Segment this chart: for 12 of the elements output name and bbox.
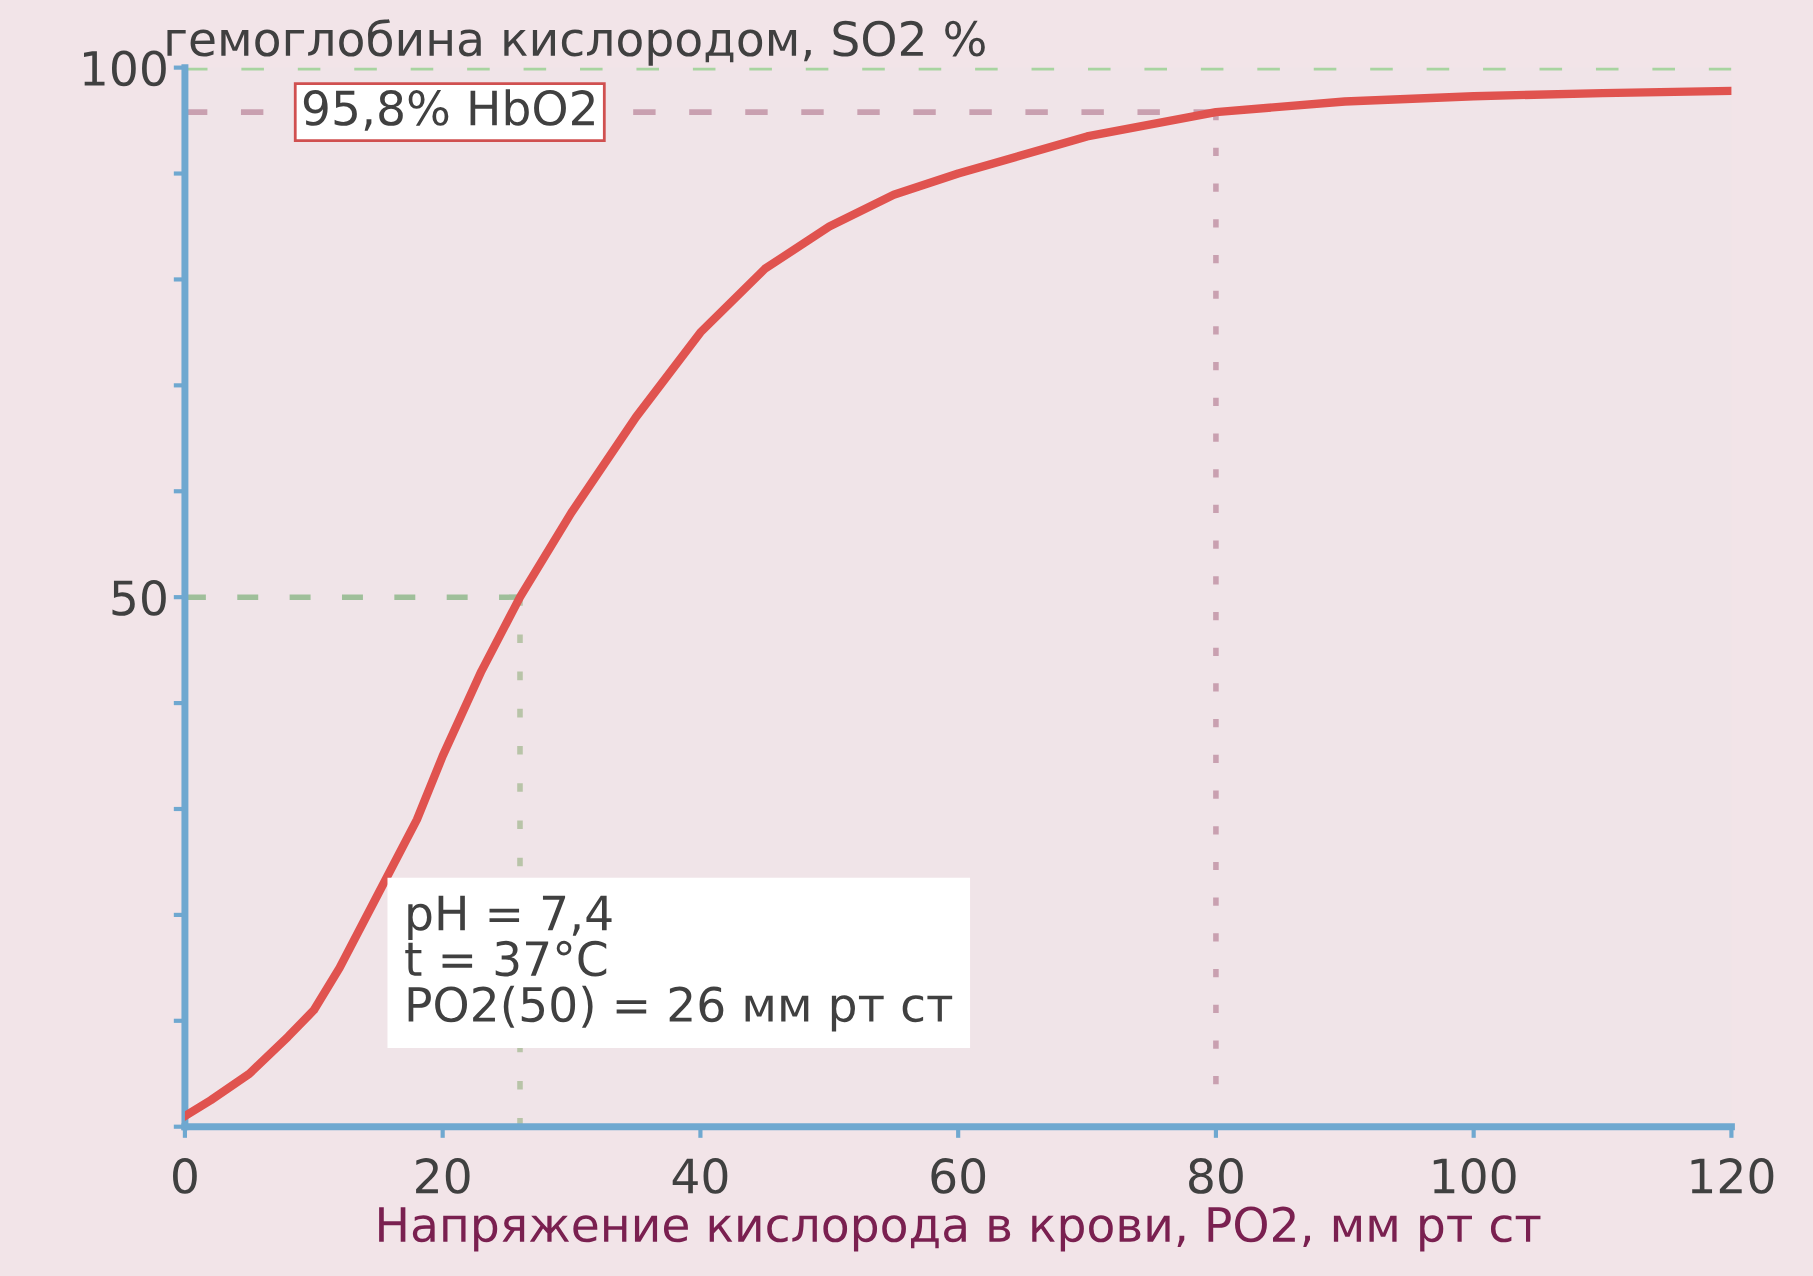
y-axis-title: гемоглобина кислородом, SO2 % [167,19,985,66]
y-tick-label: 50 [112,580,166,616]
x-tick-label: 80 [1189,1158,1243,1194]
x-axis-title: Напряжение кислорода в крови, PO2, мм рт ст [379,1206,1541,1252]
annotation: pH = 7,4 t = 37°C PO2(50) = 26 мм рт ст [405,895,953,1032]
x-tick-label: 100 [1433,1158,1516,1194]
x-tick-label: 120 [1691,1158,1774,1194]
annotation: 95,8% HbO2 [303,89,594,131]
x-tick-label: 0 [173,1158,197,1194]
x-tick-label: 40 [672,1158,728,1194]
x-tick-label: 20 [416,1158,470,1194]
x-tick-label: 60 [931,1158,986,1194]
